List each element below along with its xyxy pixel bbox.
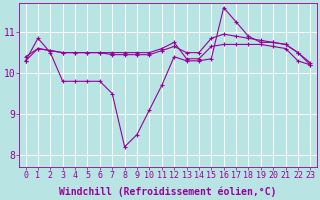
X-axis label: Windchill (Refroidissement éolien,°C): Windchill (Refroidissement éolien,°C) [59,186,277,197]
